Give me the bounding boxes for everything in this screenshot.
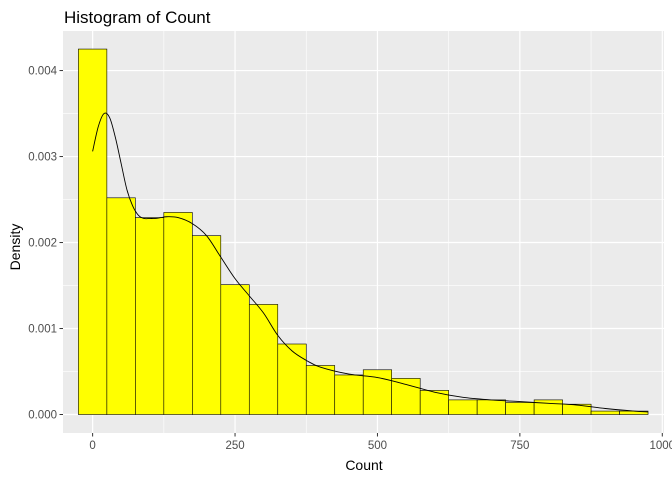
histogram-bar: [220, 284, 250, 415]
histogram-bar: [135, 217, 165, 415]
y-tick-label: 0.003: [28, 152, 57, 164]
histogram-bar: [106, 197, 136, 415]
histogram-bar: [78, 48, 108, 415]
histogram-bar: [277, 343, 307, 415]
minor-gridlines: [63, 31, 664, 433]
x-tick-label: 750: [510, 440, 529, 452]
histogram-bar: [391, 378, 421, 415]
histogram-bar: [476, 399, 506, 415]
histogram-bar: [163, 212, 193, 415]
histogram-bar: [562, 403, 592, 415]
x-tick-label: 250: [225, 440, 244, 452]
y-tick-label: 0.002: [28, 238, 57, 250]
x-axis-ticks: 0 250 500 750 1000: [89, 433, 672, 452]
y-tick-label: 0.000: [28, 410, 57, 422]
y-tick-label: 0.004: [28, 66, 57, 78]
histogram-bar: [448, 399, 478, 415]
histogram-bar: [590, 410, 620, 415]
histogram-bar: [305, 365, 336, 415]
x-tick-label: 0: [89, 440, 95, 452]
x-tick-label: 1000: [649, 440, 672, 452]
histogram-bar: [334, 374, 364, 415]
histogram-bar: [248, 304, 279, 415]
x-tick-label: 500: [368, 440, 387, 452]
chart-title: Histogram of Count: [64, 8, 211, 27]
histogram-bars: [78, 48, 649, 415]
y-axis-title: Density: [7, 224, 23, 271]
y-tick-label: 0.001: [28, 324, 57, 336]
y-axis-ticks: 0.000 0.001 0.002 0.003 0.004: [28, 66, 63, 422]
histogram-bar: [505, 402, 535, 415]
histogram-bar: [533, 399, 563, 415]
histogram-bar: [192, 235, 222, 415]
density-curve: [92, 112, 649, 413]
x-axis-title: Count: [345, 457, 382, 473]
